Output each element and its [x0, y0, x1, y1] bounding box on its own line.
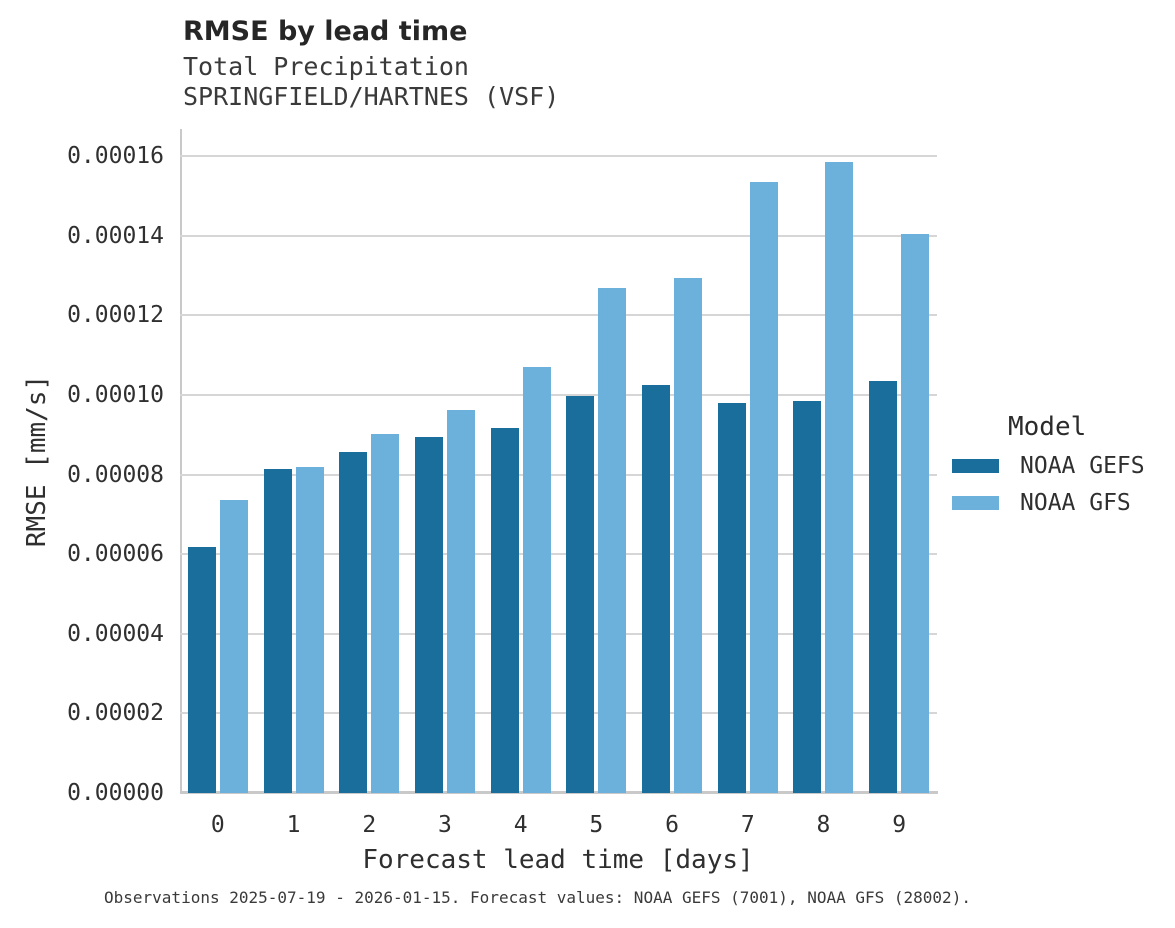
y-tick-label: 0.00014 — [67, 222, 164, 249]
bar-noaa-gefs-day-6 — [642, 384, 671, 793]
x-tick-label: 0 — [210, 812, 225, 838]
y-tick-label: 0.00008 — [67, 461, 164, 488]
y-tick-label: 0.00000 — [67, 780, 164, 806]
y-tick-label: 0.00002 — [67, 700, 164, 727]
y-tick-label: 0.00016 — [67, 143, 164, 169]
bar-noaa-gfs-day-1 — [295, 467, 324, 793]
y-tick-label: 0.00010 — [67, 381, 164, 408]
x-tick-label: 8 — [816, 812, 831, 838]
bar-noaa-gfs-day-7 — [749, 181, 778, 793]
bar-noaa-gfs-day-2 — [371, 433, 400, 793]
bar-noaa-gefs-day-9 — [869, 380, 898, 793]
x-tick-label: 1 — [286, 812, 301, 838]
x-tick-label: 4 — [513, 812, 528, 838]
legend-swatch-noaa-gefs — [952, 459, 999, 473]
x-tick-label: 7 — [740, 812, 755, 838]
legend-swatch-noaa-gfs — [952, 496, 999, 510]
bar-noaa-gfs-day-6 — [674, 278, 703, 793]
bar-noaa-gfs-day-0 — [219, 499, 248, 793]
chart-footnote: Observations 2025-07-19 - 2026-01-15. Fo… — [104, 888, 971, 907]
x-tick-label: 6 — [665, 812, 679, 838]
x-axis-baseline — [180, 791, 938, 794]
bar-noaa-gefs-day-8 — [793, 401, 822, 793]
x-tick-label: 2 — [362, 812, 377, 838]
grid-line — [180, 314, 937, 317]
grid-line — [180, 712, 937, 715]
bar-noaa-gefs-day-4 — [490, 427, 519, 793]
y-tick-label: 0.00012 — [67, 302, 164, 329]
bar-noaa-gfs-day-9 — [901, 234, 930, 793]
x-tick-label: 5 — [589, 812, 604, 838]
legend-entry-noaa-gefs: NOAA GEFS — [952, 453, 1145, 479]
legend-title: Model — [1008, 412, 1087, 442]
x-tick-label: 9 — [892, 812, 907, 838]
legend-label-noaa-gefs: NOAA GEFS — [1020, 453, 1145, 479]
grid-line — [180, 393, 937, 396]
chart-subtitle-variable: Total Precipitation — [183, 52, 469, 81]
grid-line — [180, 473, 937, 476]
grid-line — [180, 234, 937, 237]
bar-noaa-gfs-day-4 — [522, 367, 551, 793]
plot-area — [180, 129, 937, 793]
bar-noaa-gfs-day-5 — [598, 288, 627, 793]
legend: Model NOAA GEFS NOAA GFS — [952, 412, 1145, 516]
bar-noaa-gfs-day-8 — [825, 161, 854, 793]
grid-line — [180, 632, 937, 635]
y-tick-label: 0.00004 — [67, 620, 164, 647]
chart-subtitle-station: SPRINGFIELD/HARTNES (VSF) — [183, 82, 560, 111]
x-axis-label: Forecast lead time [days] — [362, 845, 754, 875]
y-tick-label: 0.00006 — [67, 541, 164, 568]
legend-label-noaa-gfs: NOAA GFS — [1020, 490, 1131, 516]
y-axis-spine — [180, 129, 182, 794]
grid-line — [180, 553, 937, 556]
chart-title: RMSE by lead time — [183, 16, 468, 47]
bar-noaa-gefs-day-3 — [414, 437, 443, 793]
legend-entry-noaa-gfs: NOAA GFS — [952, 490, 1145, 516]
bar-noaa-gefs-day-5 — [566, 396, 595, 793]
bar-noaa-gefs-day-0 — [187, 547, 216, 793]
bar-noaa-gefs-day-1 — [263, 469, 292, 793]
x-tick-label: 3 — [438, 812, 452, 838]
bar-noaa-gefs-day-7 — [717, 403, 746, 793]
bar-noaa-gefs-day-2 — [339, 452, 368, 793]
grid-line — [180, 155, 937, 157]
bar-noaa-gfs-day-3 — [446, 409, 475, 793]
